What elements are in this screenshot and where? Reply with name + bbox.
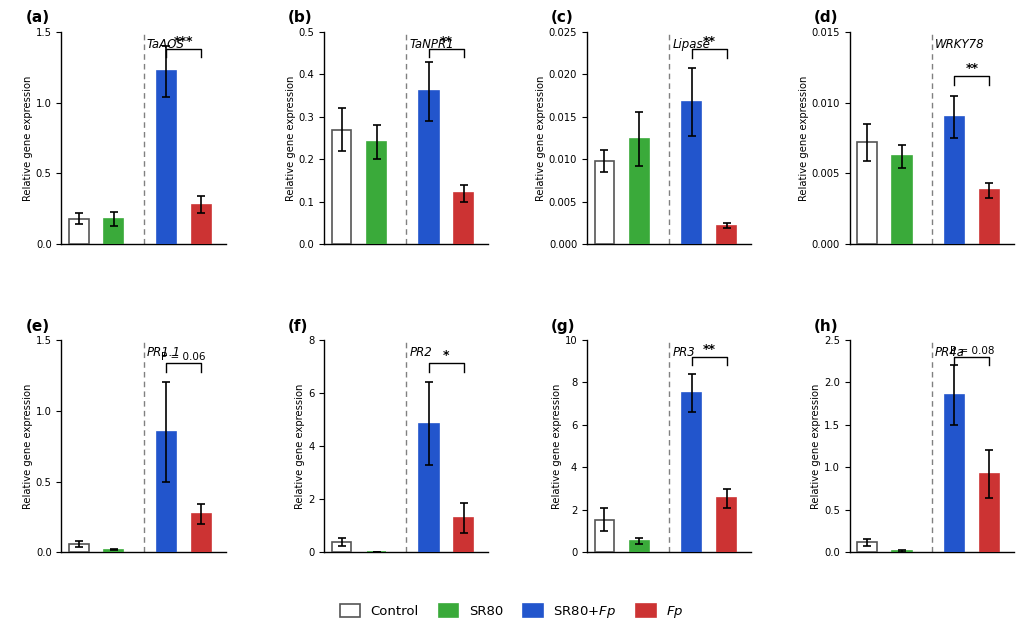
Y-axis label: Relative gene expression: Relative gene expression	[286, 76, 296, 201]
Bar	[630, 541, 649, 552]
Text: TaNPR1: TaNPR1	[410, 38, 455, 51]
Text: PR3: PR3	[672, 346, 695, 359]
Text: (h): (h)	[813, 319, 838, 333]
Y-axis label: Relative gene expression: Relative gene expression	[295, 384, 305, 509]
Bar	[367, 142, 386, 244]
Bar	[857, 142, 877, 244]
Bar	[70, 544, 88, 552]
Bar	[892, 551, 911, 552]
Text: (e): (e)	[26, 319, 49, 333]
Text: **: **	[966, 62, 978, 76]
Y-axis label: Relative gene expression: Relative gene expression	[23, 384, 33, 509]
Bar	[157, 71, 176, 244]
Text: **: **	[702, 35, 716, 48]
Bar	[630, 139, 649, 244]
Text: (d): (d)	[813, 11, 838, 25]
Text: PR1.1: PR1.1	[146, 346, 181, 359]
Text: (g): (g)	[551, 319, 575, 333]
Bar	[945, 117, 964, 244]
Bar	[70, 219, 88, 244]
Legend: Control, SR80, SR80+$\it{Fp}$, $\it{Fp}$: Control, SR80, SR80+$\it{Fp}$, $\it{Fp}$	[335, 598, 689, 625]
Bar	[420, 424, 438, 552]
Bar	[980, 190, 999, 244]
Bar	[191, 514, 211, 552]
Bar	[420, 91, 438, 244]
Text: (b): (b)	[288, 11, 312, 25]
Text: ***: ***	[174, 35, 194, 48]
Text: (a): (a)	[26, 11, 49, 25]
Y-axis label: Relative gene expression: Relative gene expression	[536, 76, 546, 201]
Bar	[104, 550, 124, 552]
Bar	[157, 432, 176, 552]
Bar	[717, 498, 736, 552]
Bar	[857, 542, 877, 552]
Bar	[455, 518, 473, 552]
Bar	[191, 204, 211, 244]
Text: PR4a: PR4a	[935, 346, 965, 359]
Text: *: *	[443, 349, 450, 362]
Bar	[892, 156, 911, 244]
Bar	[332, 130, 351, 244]
Y-axis label: Relative gene expression: Relative gene expression	[552, 384, 562, 509]
Text: P = 0.08: P = 0.08	[949, 346, 994, 356]
Text: WRKY78: WRKY78	[935, 38, 984, 51]
Bar	[980, 474, 999, 552]
Bar	[332, 542, 351, 552]
Text: (f): (f)	[288, 319, 308, 333]
Text: (c): (c)	[551, 11, 573, 25]
Bar	[717, 225, 736, 244]
Text: PR2: PR2	[410, 346, 432, 359]
Y-axis label: Relative gene expression: Relative gene expression	[23, 76, 33, 201]
Text: TaAOS: TaAOS	[146, 38, 184, 51]
Y-axis label: Relative gene expression: Relative gene expression	[811, 384, 821, 509]
Bar	[682, 102, 701, 244]
Text: P = 0.06: P = 0.06	[162, 352, 206, 362]
Text: Lipase: Lipase	[672, 38, 710, 51]
Text: **: **	[702, 343, 716, 356]
Bar	[455, 193, 473, 244]
Bar	[595, 519, 614, 552]
Text: **: **	[440, 35, 453, 48]
Y-axis label: Relative gene expression: Relative gene expression	[799, 76, 809, 201]
Bar	[104, 219, 124, 244]
Bar	[945, 395, 964, 552]
Bar	[595, 161, 614, 244]
Bar	[682, 393, 701, 552]
